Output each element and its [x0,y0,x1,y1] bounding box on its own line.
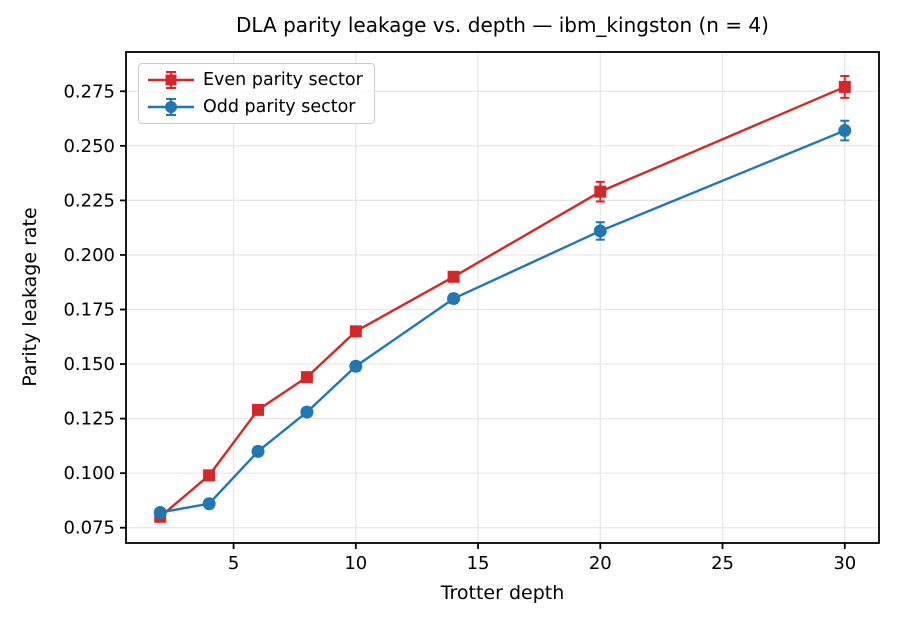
data-point-marker [251,444,265,458]
legend-label-odd-parity: Odd parity sector [203,97,356,118]
data-point-marker [202,497,216,511]
data-point-marker [153,505,167,519]
data-point-marker [838,80,851,93]
series-line [159,85,846,518]
chart-title: DLA parity leakage vs. depth — ibm_kings… [236,13,769,37]
x-tick-label: 5 [228,553,239,574]
legend: Even parity sector Odd parity sector [138,63,375,124]
legend-glyph-part [165,101,177,114]
y-tick-label: 0.075 [63,518,115,539]
plot-border [125,51,880,544]
series-line [160,129,846,514]
y-tick-label: 0.125 [63,409,115,430]
legend-item-odd-parity: Odd parity sector [145,94,368,122]
legend-item-even-parity: Even parity sector [145,66,368,94]
y-tick-label: 0.225 [63,190,115,211]
data-point-marker [203,469,216,482]
errorbar-square-marker-icon [148,70,194,89]
x-axis-label: Trotter depth [440,582,565,604]
data-point-marker [300,371,313,384]
x-tick-label: 15 [467,553,490,574]
x-tick-label: 10 [344,553,367,574]
x-tick-label: 30 [833,553,856,574]
data-point-marker [594,185,607,198]
y-tick-label: 0.200 [63,245,115,266]
data-point-marker [300,405,314,419]
data-point-marker [349,325,362,338]
y-tick-label: 0.150 [63,354,115,375]
x-tick-label: 25 [711,553,734,574]
data-point-marker [349,359,363,373]
legend-glyph-part [165,74,177,86]
errorbar-circle-marker-icon [148,98,194,117]
y-axis-label: Parity leakage rate [19,207,41,387]
y-tick-label: 0.250 [63,136,115,157]
data-point-marker [252,403,265,416]
data-point-marker [447,292,461,306]
legend-label-even-parity: Even parity sector [203,69,363,90]
y-tick-label: 0.100 [63,463,115,484]
data-point-marker [838,124,852,138]
data-point-marker [447,270,460,283]
y-tick-label: 0.175 [63,300,115,321]
x-tick-label: 20 [589,553,612,574]
data-point-marker [593,224,607,238]
y-tick-label: 0.275 [63,81,115,102]
